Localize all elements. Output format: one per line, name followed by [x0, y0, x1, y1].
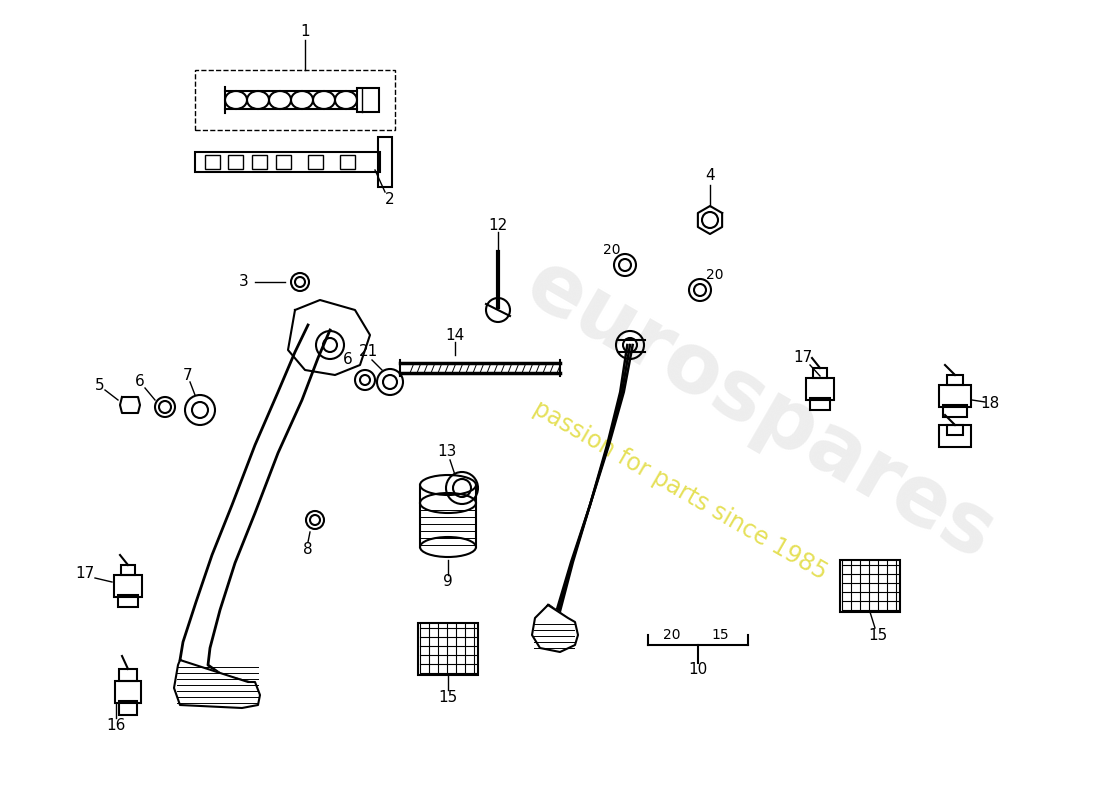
Polygon shape	[532, 605, 578, 652]
Bar	[943, 405, 967, 417]
Text: 2: 2	[385, 191, 395, 206]
Text: 17: 17	[76, 566, 95, 582]
Bar	[118, 595, 138, 607]
Text: 4: 4	[705, 167, 715, 182]
Bar	[378, 137, 392, 187]
Text: 15: 15	[712, 628, 729, 642]
Bar	[205, 155, 220, 169]
Polygon shape	[174, 660, 260, 708]
Text: 15: 15	[868, 627, 888, 642]
Bar	[119, 701, 138, 715]
Bar	[119, 669, 138, 681]
Text: 20: 20	[706, 268, 724, 282]
Bar	[340, 155, 355, 169]
Text: 5: 5	[96, 378, 104, 393]
Bar	[114, 575, 142, 597]
Text: 21: 21	[359, 345, 377, 359]
Bar	[947, 375, 962, 385]
Bar	[840, 560, 900, 612]
Text: 15: 15	[439, 690, 458, 705]
Bar	[947, 425, 962, 435]
Text: 6: 6	[343, 353, 353, 367]
Text: 18: 18	[980, 397, 1000, 411]
Text: 3: 3	[239, 274, 249, 290]
Bar	[810, 398, 830, 410]
Bar	[228, 155, 243, 169]
Text: 7: 7	[184, 367, 192, 382]
Bar	[116, 681, 141, 703]
Text: 14: 14	[446, 327, 464, 342]
Bar	[939, 425, 971, 447]
Text: 6: 6	[135, 374, 145, 390]
Bar	[195, 70, 395, 130]
Text: 8: 8	[304, 542, 312, 558]
Bar	[813, 368, 827, 378]
Bar	[806, 378, 834, 400]
Bar	[939, 385, 971, 407]
Text: 12: 12	[488, 218, 507, 233]
Text: 1: 1	[300, 25, 310, 39]
Text: 9: 9	[443, 574, 453, 590]
Text: passion for parts since 1985: passion for parts since 1985	[529, 396, 832, 584]
Bar	[252, 155, 267, 169]
Bar	[276, 155, 292, 169]
Bar	[195, 152, 380, 172]
Text: 13: 13	[438, 445, 456, 459]
Bar	[358, 88, 379, 112]
Text: eurospares: eurospares	[512, 243, 1009, 577]
Text: 10: 10	[689, 662, 707, 678]
Bar	[418, 623, 478, 675]
Text: 17: 17	[793, 350, 813, 366]
Polygon shape	[288, 300, 370, 375]
Bar	[121, 565, 135, 575]
Text: 16: 16	[107, 718, 125, 733]
Text: 20: 20	[663, 628, 681, 642]
Text: 20: 20	[603, 243, 620, 257]
Bar	[308, 155, 323, 169]
